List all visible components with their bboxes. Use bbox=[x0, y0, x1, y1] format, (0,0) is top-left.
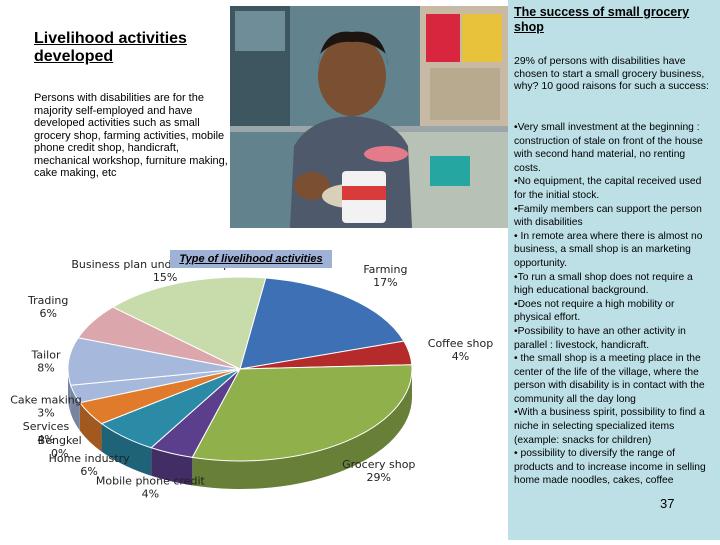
pie-side-tailor bbox=[68, 369, 71, 414]
reason-item: •To run a small shop does not require a … bbox=[514, 271, 693, 297]
chart-title: Type of livelihood activities bbox=[170, 250, 332, 268]
grocery-intro: 29% of persons with disabilities have ch… bbox=[514, 55, 709, 92]
reasons-list: •Very small investment at the beginning … bbox=[514, 121, 714, 488]
slice-value-label: 4% bbox=[452, 350, 469, 363]
slice-label: Coffee shop bbox=[428, 337, 493, 350]
slice-value-label: 0% bbox=[51, 447, 68, 460]
pie-side-home-industry bbox=[101, 423, 152, 476]
intro-paragraph: Persons with disabilities are for the ma… bbox=[34, 92, 228, 179]
pie-side-mobile-phone-credit bbox=[151, 447, 193, 486]
pie-chart: Farming 17% Coffee shop 4% Grocery shop 29% Mo… bbox=[0, 244, 508, 540]
reason-item: •With a business spirit, possibility to … bbox=[514, 407, 705, 446]
pie-slice-tailor bbox=[67, 337, 241, 386]
pie-slice-business-plan-under-development bbox=[111, 276, 267, 370]
reason-item: •Family members can support the person w… bbox=[514, 203, 702, 229]
slice-value-label: 17% bbox=[373, 276, 397, 289]
slice-value-label: 8% bbox=[37, 361, 54, 374]
shop-photo bbox=[230, 6, 508, 228]
reason-item: •Possibility to have an other activity i… bbox=[514, 325, 686, 351]
slice-value-label: 6% bbox=[80, 465, 97, 478]
slice-label: Trading bbox=[27, 294, 68, 307]
reason-item: • In remote area where there is almost n… bbox=[514, 230, 703, 269]
pie-side-services bbox=[79, 402, 102, 452]
grocery-success-title: The success of small grocery shop bbox=[514, 5, 690, 34]
slice-label: Cake making bbox=[10, 393, 82, 406]
pie-slice-farming bbox=[239, 277, 405, 370]
slice-label: Tailor bbox=[30, 348, 60, 361]
pie-slice-grocery-shop bbox=[191, 364, 413, 462]
slice-value-label: 6% bbox=[39, 307, 56, 320]
right-panel: The success of small grocery shop 29% of… bbox=[508, 0, 720, 540]
slide-title: Livelihood activities developed bbox=[34, 30, 187, 65]
slice-label: Home industry bbox=[49, 452, 131, 465]
reason-item: •Very small investment at the beginning … bbox=[514, 122, 703, 174]
slice-value-label: 4% bbox=[142, 487, 159, 500]
slice-value-label: 3% bbox=[37, 406, 54, 419]
slice-label: Mobile phone credit bbox=[96, 474, 206, 487]
slice-label: Grocery shop bbox=[342, 458, 415, 471]
slice-label: Services bbox=[23, 420, 70, 433]
pie-side-grocery-shop bbox=[192, 369, 412, 489]
reason-item: •No equipment, the capital received used… bbox=[514, 176, 702, 201]
page-number: 37 bbox=[660, 496, 675, 511]
slice-value-label: 29% bbox=[367, 471, 391, 484]
slice-label: Bengkel bbox=[38, 434, 82, 447]
reason-item: •Does not require a high mobility or phy… bbox=[514, 298, 675, 324]
pie-side-cake-making bbox=[70, 385, 80, 431]
slice-label: Farming bbox=[363, 263, 407, 276]
slice-value-label: 4% bbox=[37, 433, 54, 446]
reason-item: • possibility to diversify the range of … bbox=[514, 448, 706, 487]
reason-item: • the small shop is a meeting place in t… bbox=[514, 353, 705, 405]
slice-value-label: 15% bbox=[153, 271, 177, 284]
